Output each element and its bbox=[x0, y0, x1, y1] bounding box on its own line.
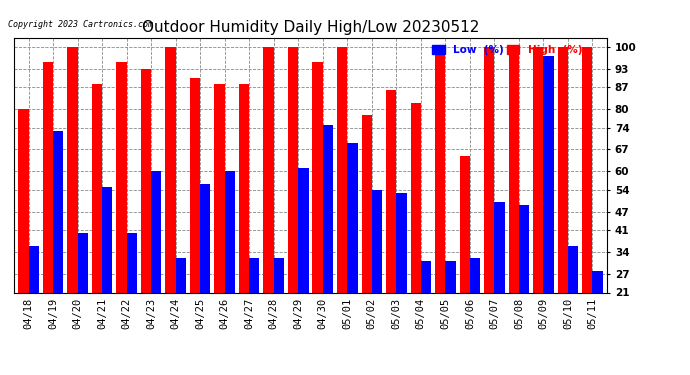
Bar bbox=[166, 47, 176, 292]
Bar bbox=[470, 258, 480, 292]
Bar bbox=[347, 143, 357, 292]
Bar bbox=[298, 168, 308, 292]
Bar bbox=[225, 171, 235, 292]
Bar bbox=[372, 190, 382, 292]
Legend: Low  (%), High  (%): Low (%), High (%) bbox=[430, 43, 584, 57]
Bar bbox=[117, 62, 126, 292]
Bar bbox=[435, 47, 445, 292]
Bar bbox=[190, 78, 200, 292]
Title: Outdoor Humidity Daily High/Low 20230512: Outdoor Humidity Daily High/Low 20230512 bbox=[142, 20, 479, 35]
Bar bbox=[323, 124, 333, 292]
Bar bbox=[102, 187, 112, 292]
Bar bbox=[593, 271, 603, 292]
Bar bbox=[396, 193, 406, 292]
Bar bbox=[92, 84, 102, 292]
Bar bbox=[215, 84, 225, 292]
Bar bbox=[141, 69, 151, 292]
Bar bbox=[18, 109, 28, 292]
Bar bbox=[558, 47, 568, 292]
Bar bbox=[126, 233, 137, 292]
Bar bbox=[239, 84, 249, 292]
Bar bbox=[53, 131, 63, 292]
Bar bbox=[386, 90, 396, 292]
Bar bbox=[264, 47, 274, 292]
Bar bbox=[274, 258, 284, 292]
Bar bbox=[519, 206, 529, 292]
Bar bbox=[77, 233, 88, 292]
Bar bbox=[544, 56, 554, 292]
Bar bbox=[421, 261, 431, 292]
Bar bbox=[176, 258, 186, 292]
Bar bbox=[43, 62, 53, 292]
Bar bbox=[411, 103, 421, 292]
Bar bbox=[288, 47, 298, 292]
Bar bbox=[484, 47, 495, 292]
Bar bbox=[495, 202, 504, 292]
Bar bbox=[460, 156, 470, 292]
Bar bbox=[582, 47, 593, 292]
Bar bbox=[67, 47, 77, 292]
Text: Copyright 2023 Cartronics.com: Copyright 2023 Cartronics.com bbox=[8, 20, 153, 28]
Bar bbox=[568, 246, 578, 292]
Bar bbox=[362, 115, 372, 292]
Bar bbox=[509, 47, 519, 292]
Bar bbox=[200, 184, 210, 292]
Bar bbox=[337, 47, 347, 292]
Bar bbox=[28, 246, 39, 292]
Bar bbox=[249, 258, 259, 292]
Bar bbox=[533, 47, 544, 292]
Bar bbox=[313, 62, 323, 292]
Bar bbox=[445, 261, 455, 292]
Bar bbox=[151, 171, 161, 292]
